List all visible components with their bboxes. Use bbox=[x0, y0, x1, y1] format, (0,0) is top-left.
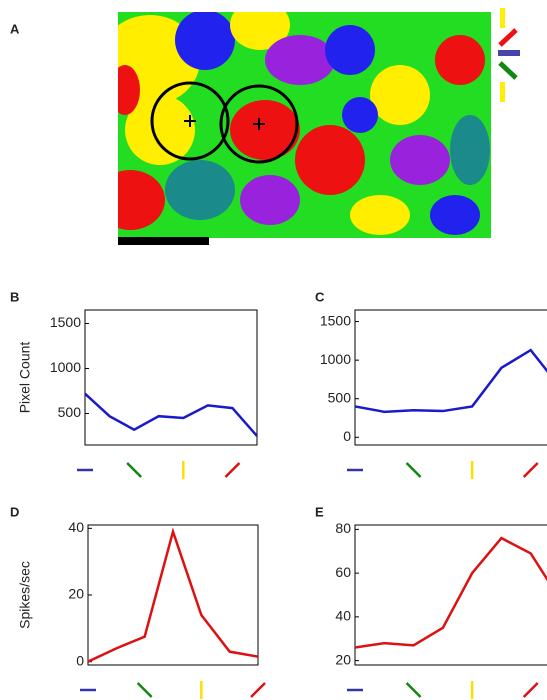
orientation-icon bbox=[136, 682, 153, 698]
panel-label: E bbox=[315, 504, 324, 519]
data-line bbox=[354, 536, 547, 649]
y-tick-label: 500 bbox=[328, 389, 352, 405]
orientation-icon bbox=[126, 462, 143, 478]
y-tick-label: 1500 bbox=[320, 312, 351, 328]
plot-frame bbox=[84, 309, 258, 446]
y-axis-label: Pixel Count bbox=[17, 342, 33, 414]
orientation-icon bbox=[224, 462, 241, 478]
data-line bbox=[84, 392, 258, 437]
panel-label: D bbox=[10, 504, 19, 519]
data-line bbox=[354, 348, 547, 414]
y-tick-label: 20 bbox=[68, 586, 84, 602]
y-tick-label: 60 bbox=[335, 564, 351, 580]
orientation-icon bbox=[522, 682, 539, 698]
orientation-icon bbox=[250, 682, 266, 698]
orientation-icon bbox=[522, 462, 539, 478]
y-tick-label: 1000 bbox=[320, 351, 351, 367]
panel-label: C bbox=[315, 289, 325, 304]
y-tick-label: 20 bbox=[335, 651, 351, 667]
orientation-icon bbox=[405, 462, 422, 478]
plot-frame bbox=[87, 524, 259, 666]
y-tick-label: 500 bbox=[58, 404, 82, 420]
y-tick-label: 80 bbox=[335, 520, 351, 536]
y-tick-label: 40 bbox=[335, 608, 351, 624]
plot-frame bbox=[354, 309, 547, 446]
panel-label: B bbox=[10, 289, 19, 304]
orientation-icon bbox=[405, 682, 422, 698]
plot-frame bbox=[354, 524, 547, 666]
y-tick-label: 1000 bbox=[50, 359, 81, 375]
orientation-map bbox=[118, 8, 520, 245]
panel-label: A bbox=[10, 21, 20, 36]
y-tick-label: 40 bbox=[68, 519, 84, 535]
y-tick-label: 0 bbox=[343, 428, 351, 444]
y-tick-label: 0 bbox=[76, 652, 84, 668]
data-line bbox=[87, 527, 259, 663]
y-axis-label: Spikes/sec bbox=[17, 561, 33, 629]
y-tick-label: 1500 bbox=[50, 314, 81, 330]
